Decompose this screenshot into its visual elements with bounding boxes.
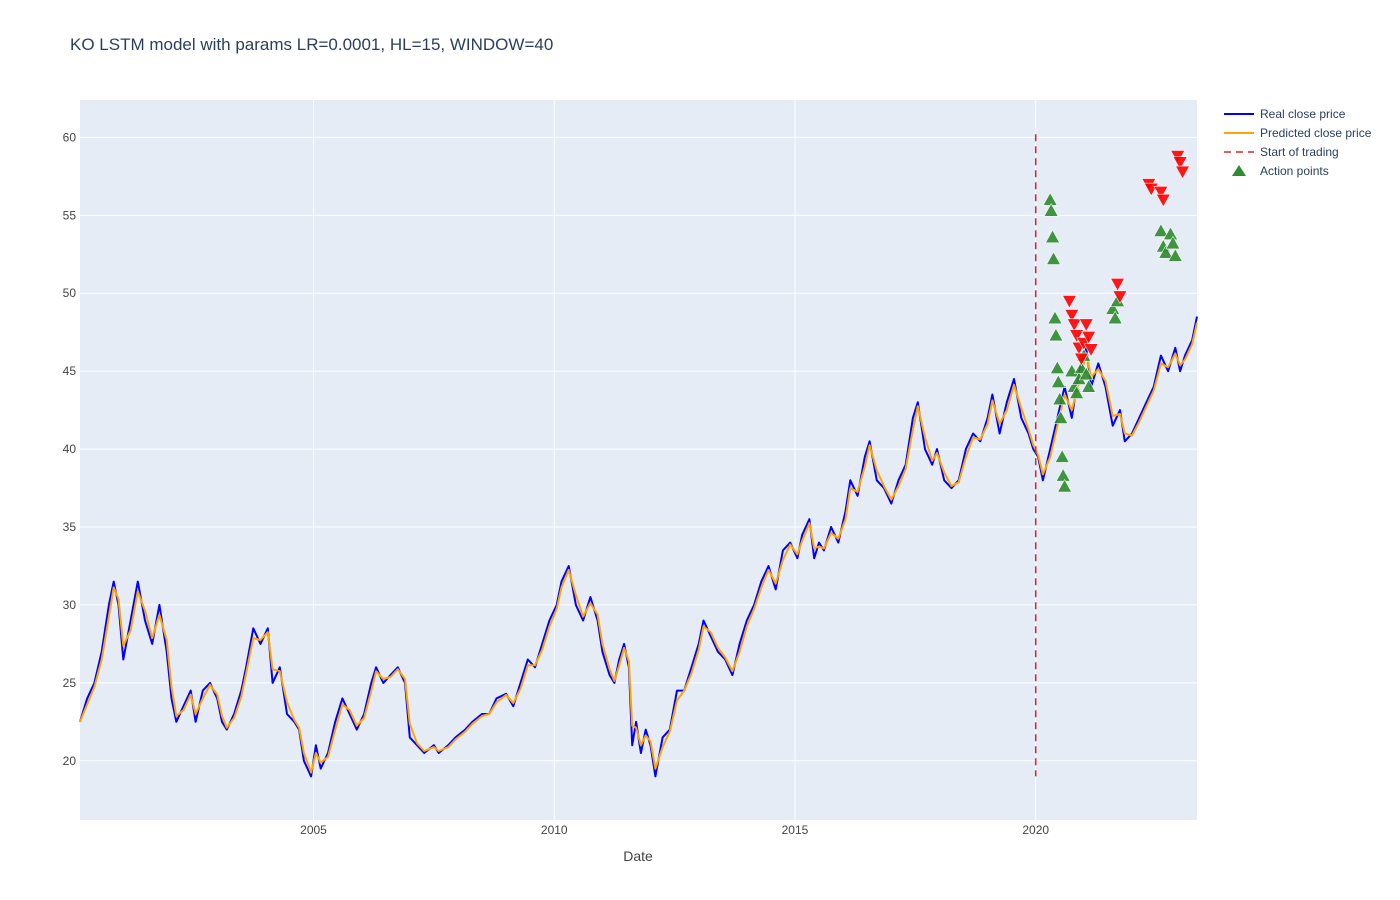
chart-title: KO LSTM model with params LR=0.0001, HL=… <box>70 35 553 54</box>
buy-action-point <box>1043 203 1059 217</box>
sell-action-point <box>1073 352 1089 367</box>
y-tick-label: 35 <box>63 520 77 534</box>
x-axis-title: Date <box>623 848 653 864</box>
buy-action-point <box>1048 327 1064 342</box>
legend-label: Start of trading <box>1260 145 1339 159</box>
legend-marker <box>1232 165 1246 176</box>
sell-action-point <box>1066 318 1082 333</box>
legend-item[interactable]: Start of trading <box>1224 145 1339 159</box>
buy-action-point <box>1107 310 1123 325</box>
buy-action-point <box>1055 467 1071 482</box>
x-tick-label: 2005 <box>300 823 327 837</box>
buy-action-point <box>1046 251 1062 265</box>
x-tick-label: 2010 <box>541 823 568 837</box>
sell-action-point <box>1155 193 1171 208</box>
y-tick-label: 25 <box>63 676 77 690</box>
predicted-close-price-line <box>79 322 1198 774</box>
buy-action-point <box>1165 235 1181 250</box>
sell-action-point <box>1172 156 1188 170</box>
buy-action-point <box>1057 478 1073 493</box>
buy-action-point <box>1050 374 1066 388</box>
legend-label: Predicted close price <box>1260 126 1372 140</box>
sell-action-point <box>1061 295 1077 309</box>
legend-item[interactable]: Predicted close price <box>1224 126 1372 140</box>
buy-action-point <box>1069 385 1085 399</box>
buy-action-point <box>1081 379 1097 393</box>
buy-action-point <box>1049 360 1065 374</box>
buy-action-point <box>1153 223 1169 237</box>
x-tick-label: 2015 <box>782 823 809 837</box>
buy-action-point <box>1163 226 1179 240</box>
sell-action-point <box>1175 165 1191 180</box>
sell-action-point <box>1081 330 1097 345</box>
sell-action-point <box>1083 343 1099 357</box>
buy-action-point <box>1158 245 1174 259</box>
y-axis-ticks: 20 25 30 35 40 45 50 55 60 <box>63 130 77 767</box>
x-axis-ticks: 2005 2010 2015 2020 <box>300 823 1049 837</box>
buy-action-point <box>1047 310 1063 325</box>
series-layer <box>79 134 1198 778</box>
y-tick-label: 50 <box>63 286 77 300</box>
y-tick-label: 60 <box>63 130 77 144</box>
buy-action-point <box>1105 301 1121 315</box>
legend-item[interactable]: Real close price <box>1224 107 1346 121</box>
sell-action-point <box>1078 318 1094 333</box>
sell-action-point <box>1064 309 1080 323</box>
buy-action-point <box>1167 248 1183 262</box>
y-tick-label: 30 <box>63 598 77 612</box>
sell-action-point <box>1110 277 1126 292</box>
y-tick-label: 20 <box>63 754 77 768</box>
y-tick-label: 45 <box>63 364 77 378</box>
legend[interactable]: Real close price Predicted close price Sta… <box>1224 107 1372 178</box>
buy-action-point <box>1052 391 1068 406</box>
legend-label: Real close price <box>1260 107 1346 121</box>
y-tick-label: 55 <box>63 208 77 222</box>
legend-label: Action points <box>1260 164 1329 178</box>
plot-area <box>80 100 1197 820</box>
sell-action-point <box>1112 290 1128 304</box>
sell-action-point <box>1153 186 1169 200</box>
buy-action-point <box>1053 410 1069 424</box>
buy-action-point <box>1045 229 1061 244</box>
legend-item[interactable]: Action points <box>1232 164 1329 178</box>
buy-action-point <box>1078 366 1094 381</box>
buy-action-point <box>1054 449 1070 463</box>
y-tick-label: 40 <box>63 442 77 456</box>
sell-action-point <box>1069 329 1085 343</box>
action-points-layer <box>1042 150 1191 493</box>
x-tick-label: 2020 <box>1022 823 1049 837</box>
